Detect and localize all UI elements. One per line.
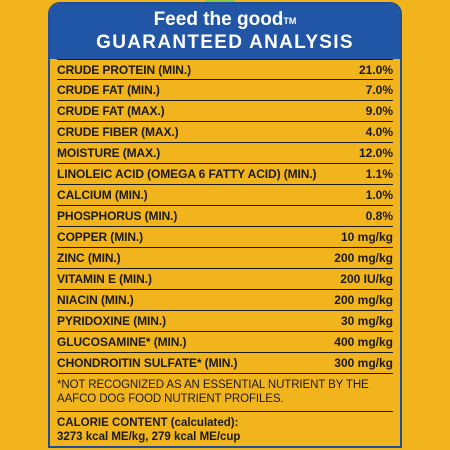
nutrient-name: COPPER (MIN.) xyxy=(57,230,144,244)
nutrient-value: 200 IU/kg xyxy=(340,272,393,286)
analysis-row: PYRIDOXINE (MIN.) 30 mg/kg xyxy=(57,311,393,332)
nutrient-name: CRUDE FAT (MIN.) xyxy=(57,83,160,97)
nutrient-value: 300 mg/kg xyxy=(334,356,393,370)
nutrient-value: 200 mg/kg xyxy=(334,293,393,307)
analysis-row: ZINC (MIN.) 200 mg/kg xyxy=(57,248,393,269)
analysis-row: MOISTURE (MAX.) 12.0% xyxy=(57,143,393,164)
nutrient-value: 12.0% xyxy=(358,146,393,160)
analysis-table: CRUDE PROTEIN (MIN.) 21.0% CRUDE FAT (MIN… xyxy=(50,59,400,374)
analysis-row: COPPER (MIN.) 10 mg/kg xyxy=(57,227,393,248)
nutrient-name: MOISTURE (MAX.) xyxy=(57,146,161,160)
nutrient-name: CHONDROITIN SULFATE* (MIN.) xyxy=(57,356,238,370)
nutrient-name: CRUDE FAT (MAX.) xyxy=(57,104,165,118)
analysis-row: CRUDE FIBER (MAX.) 4.0% xyxy=(57,122,393,143)
nutrient-name: GLUCOSAMINE* (MIN.) xyxy=(57,335,187,349)
guaranteed-analysis-panel: Feed the goodTM GUARANTEED ANALYSIS CRUD… xyxy=(48,2,402,448)
nutrient-name: VITAMIN E (MIN.) xyxy=(57,272,152,286)
footnote: *NOT RECOGNIZED AS AN ESSENTIAL NUTRIENT… xyxy=(57,379,369,405)
analysis-row: NIACIN (MIN.) 200 mg/kg xyxy=(57,290,393,311)
nutrient-name: PHOSPHORUS (MIN.) xyxy=(57,209,178,223)
panel-header: Feed the goodTM GUARANTEED ANALYSIS xyxy=(50,4,400,59)
nutrient-value: 1.0% xyxy=(365,188,393,202)
analysis-row: CHONDROITIN SULFATE* (MIN.) 300 mg/kg xyxy=(57,353,393,374)
nutrient-value: 9.0% xyxy=(365,104,393,118)
nutrient-value: 200 mg/kg xyxy=(334,251,393,265)
nutrient-name: PYRIDOXINE (MIN.) xyxy=(57,314,166,328)
analysis-row: VITAMIN E (MIN.) 200 IU/kg xyxy=(57,269,393,290)
nutrient-name: NIACIN (MIN.) xyxy=(57,293,134,307)
nutrient-name: CALCIUM (MIN.) xyxy=(57,188,148,202)
nutrient-value: 10 mg/kg xyxy=(340,230,393,244)
nutrient-value: 1.1% xyxy=(365,167,393,181)
analysis-row: CALCIUM (MIN.) 1.0% xyxy=(57,185,393,206)
analysis-row: CRUDE FAT (MAX.) 9.0% xyxy=(57,101,393,122)
trademark-mark: TM xyxy=(283,16,297,26)
nutrient-name: LINOLEIC ACID (OMEGA 6 FATTY ACID) (MIN.… xyxy=(57,167,317,181)
analysis-row: CRUDE FAT (MIN.) 7.0% xyxy=(57,80,393,101)
nutrient-value: 30 mg/kg xyxy=(340,314,393,328)
nutrient-value: 4.0% xyxy=(365,125,393,139)
nutrient-value: 7.0% xyxy=(365,83,393,97)
calorie-content: CALORIE CONTENT (calculated): 3273 kcal … xyxy=(50,412,400,444)
panel-subtitle: GUARANTEED ANALYSIS xyxy=(96,32,354,53)
analysis-row: GLUCOSAMINE* (MIN.) 400 mg/kg xyxy=(57,332,393,353)
divider xyxy=(57,411,393,412)
title-text: Feed the good xyxy=(153,9,284,30)
nutrient-name: ZINC (MIN.) xyxy=(57,251,121,265)
calorie-value: 3273 kcal ME/kg, 279 kcal ME/cup xyxy=(57,431,241,443)
analysis-row: CRUDE PROTEIN (MIN.) 21.0% xyxy=(57,59,393,80)
analysis-row: LINOLEIC ACID (OMEGA 6 FATTY ACID) (MIN.… xyxy=(57,164,393,185)
analysis-row: PHOSPHORUS (MIN.) 0.8% xyxy=(57,206,393,227)
nutrient-value: 0.8% xyxy=(365,209,393,223)
nutrient-value: 400 mg/kg xyxy=(334,335,393,349)
nutrient-value: 21.0% xyxy=(358,62,393,77)
nutrient-name: CRUDE FIBER (MAX.) xyxy=(57,125,179,139)
panel-title: Feed the goodTM xyxy=(50,9,400,31)
calorie-label: CALORIE CONTENT (calculated): xyxy=(57,417,239,429)
nutrient-name: CRUDE PROTEIN (MIN.) xyxy=(57,62,191,77)
